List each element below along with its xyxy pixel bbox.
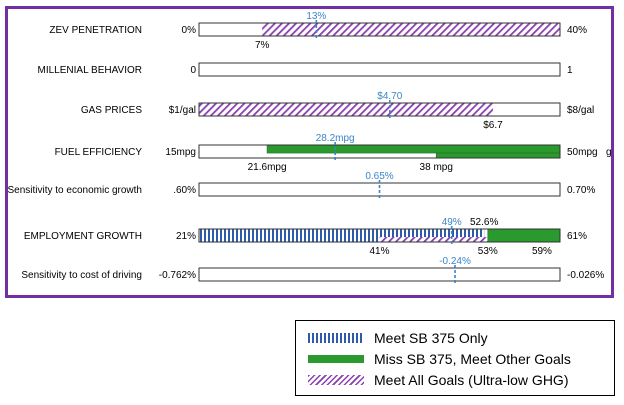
row-2-min-label: $1/gal (169, 105, 196, 116)
legend-item-miss-sb375: Miss SB 375, Meet Other Goals (308, 350, 571, 368)
legend-label-sb375: Meet SB 375 Only (374, 330, 488, 346)
row-4-name: Sensitivity to economic growth (7, 185, 142, 196)
legend-swatch-green (308, 355, 364, 363)
row-6-name: Sensitivity to cost of driving (21, 270, 142, 281)
row-3-below-label-0: 21.6mpg (248, 162, 287, 173)
legend-item-sb375: Meet SB 375 Only (308, 329, 488, 347)
legend-label-miss-sb375: Miss SB 375, Meet Other Goals (374, 351, 571, 367)
row-6-max-label: -0.026% (567, 270, 604, 281)
row-5-marker-label: 49% (442, 217, 462, 228)
row-0-marker-label: 13% (306, 11, 326, 22)
row-3-max-label: 50mpg (567, 147, 598, 158)
row-5-below-label-1: 53% (478, 246, 498, 257)
row-0-below-label-0: 7% (255, 40, 270, 51)
legend-item-all-goals: Meet All Goals (Ultra-low GHG) (308, 371, 568, 389)
row-0-segment-purple-0 (262, 23, 560, 36)
row-5-above-label-0: 52.6% (470, 217, 498, 228)
row-3-name: FUEL EFFICIENCY (55, 147, 143, 158)
sensitivity-chart: ZEV PENETRATION 0% 40% 13% 7% MILLENIAL BEHAV… (7, 11, 612, 285)
legend-swatch-purple (308, 375, 364, 385)
row-3-min-label: 15mpg (165, 147, 196, 158)
row-3-max-extra: g (606, 147, 612, 158)
row-1-min-label: 0 (190, 65, 196, 76)
row-5-outline (198, 228, 561, 243)
row-5-segment-purple-1 (379, 237, 542, 242)
row-1-track (198, 62, 561, 77)
row-5-name: EMPLOYMENT GROWTH (24, 231, 142, 242)
row-2-outline (198, 102, 561, 117)
row-0-min-label: 0% (182, 25, 197, 36)
row-2-name: GAS PRICES (81, 105, 142, 116)
legend: Meet SB 375 Only Miss SB 375, Meet Other… (295, 320, 615, 396)
row-1-name: MILLENIAL BEHAVIOR (38, 65, 142, 76)
row-1-outline (198, 62, 561, 77)
row-4-min-label: .60% (173, 185, 196, 196)
row-5-max-label: 61% (567, 231, 587, 242)
row-2-segment-purple-0 (199, 103, 493, 116)
chart-frame (5, 6, 614, 298)
row-0-name: ZEV PENETRATION (49, 25, 142, 36)
row-3-marker-label: 28.2mpg (316, 133, 355, 144)
row-3-outline (198, 144, 561, 159)
row-6-marker-label: -0.24% (439, 256, 471, 267)
legend-swatch-blue (308, 333, 364, 343)
row-0-max-label: 40% (567, 25, 587, 36)
row-6-min-label: -0.762% (159, 270, 196, 281)
row-2-below-label-0: $6.7 (483, 120, 503, 131)
row-5-min-label: 21% (176, 231, 196, 242)
row-4-marker-label: 0.65% (365, 171, 393, 182)
row-6-outline (198, 267, 561, 282)
row-5-segment-green-2 (487, 228, 561, 243)
row-5-below-label-2: 59% (532, 246, 552, 257)
row-4-max-label: 0.70% (567, 185, 595, 196)
row-4-track (198, 182, 561, 197)
row-1-max-label: 1 (567, 65, 573, 76)
row-5-below-label-0: 41% (369, 246, 389, 257)
row-2-marker-label: $4.70 (377, 91, 402, 102)
row-3-segment-green-1 (435, 152, 561, 159)
row-2-max-label: $8/gal (567, 105, 594, 116)
row-3-segment-green-0 (266, 144, 561, 154)
row-0-outline (198, 22, 561, 37)
row-6-track (198, 267, 561, 282)
row-3-below-label-1: 38 mpg (420, 162, 453, 173)
legend-label-all-goals: Meet All Goals (Ultra-low GHG) (374, 372, 569, 388)
